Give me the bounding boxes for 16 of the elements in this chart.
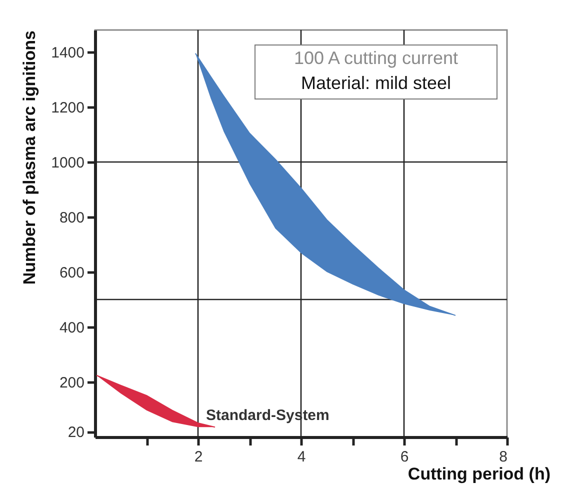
y-tick-label: 600: [59, 264, 84, 282]
x-tick-label: 6: [400, 448, 409, 466]
y-tick-label: 1200: [51, 100, 84, 116]
x-tick-label: 8: [499, 448, 508, 466]
x-tick-label: 4: [297, 448, 306, 466]
y-tick-label: 1000: [51, 154, 84, 172]
annotation: Material: mild steel: [300, 73, 452, 93]
y-tick-label: 400: [59, 320, 84, 336]
y-tick-label: 1400: [51, 44, 84, 62]
x-axis-title: Cutting period (h): [408, 464, 550, 484]
y-tick-label: 800: [59, 210, 84, 226]
y-tick-label: 20: [68, 424, 84, 441]
y-axis-title: Number of plasma arc ignitions: [20, 30, 40, 285]
annotation: 100 A cutting current: [294, 48, 458, 68]
x-tick-label: 2: [194, 448, 203, 466]
y-tick-label: 200: [59, 374, 84, 392]
